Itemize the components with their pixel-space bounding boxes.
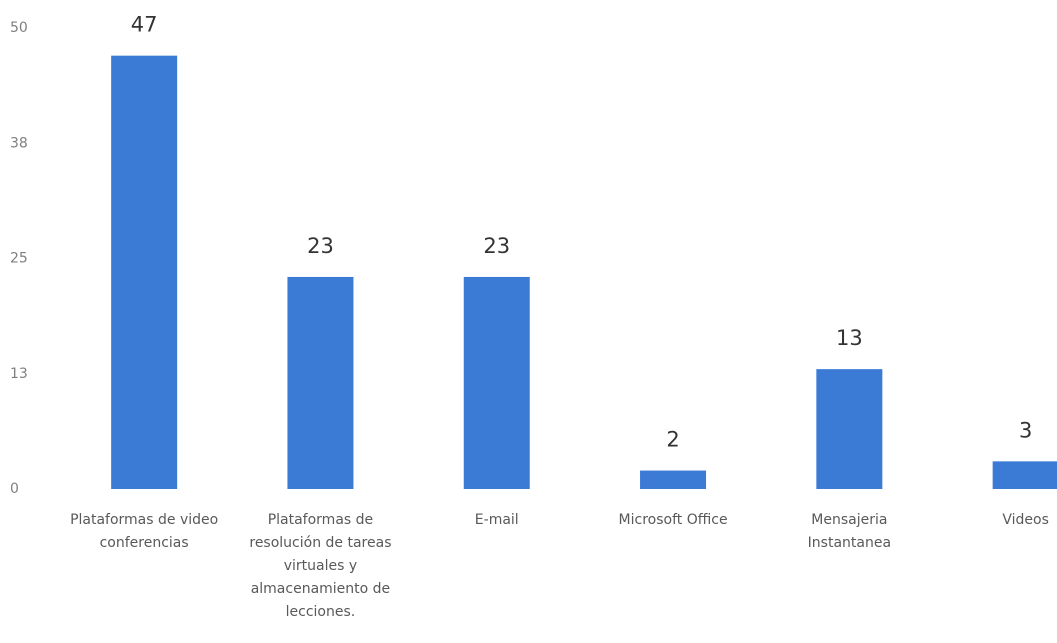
- y-tick-label: 25: [10, 251, 28, 267]
- x-tick-label: Plataformas de resolución de tareas virt…: [249, 512, 392, 620]
- bar: [992, 461, 1057, 489]
- value-label: 2: [666, 428, 679, 452]
- y-tick-label: 38: [10, 135, 28, 151]
- bar: [640, 470, 707, 489]
- x-tick-label: E-mail: [474, 512, 519, 528]
- y-tick-label: 50: [10, 20, 28, 36]
- x-tick-label: Videos: [1002, 512, 1049, 528]
- bar: [816, 369, 883, 489]
- value-label: 23: [307, 234, 334, 258]
- x-tick-label: Plataformas de video conferencias: [70, 512, 219, 551]
- x-tick-label: Microsoft Office: [618, 512, 728, 528]
- bar: [111, 55, 178, 489]
- bar: [287, 276, 354, 489]
- bar: [463, 276, 530, 489]
- y-tick-label: 13: [10, 366, 28, 382]
- value-label: 47: [131, 13, 158, 37]
- value-label: 13: [836, 326, 863, 350]
- value-label: 23: [483, 234, 510, 258]
- y-tick-label: 0: [10, 481, 19, 497]
- value-label: 3: [1019, 418, 1032, 442]
- x-tick-label: Mensajeria Instantanea: [807, 512, 892, 551]
